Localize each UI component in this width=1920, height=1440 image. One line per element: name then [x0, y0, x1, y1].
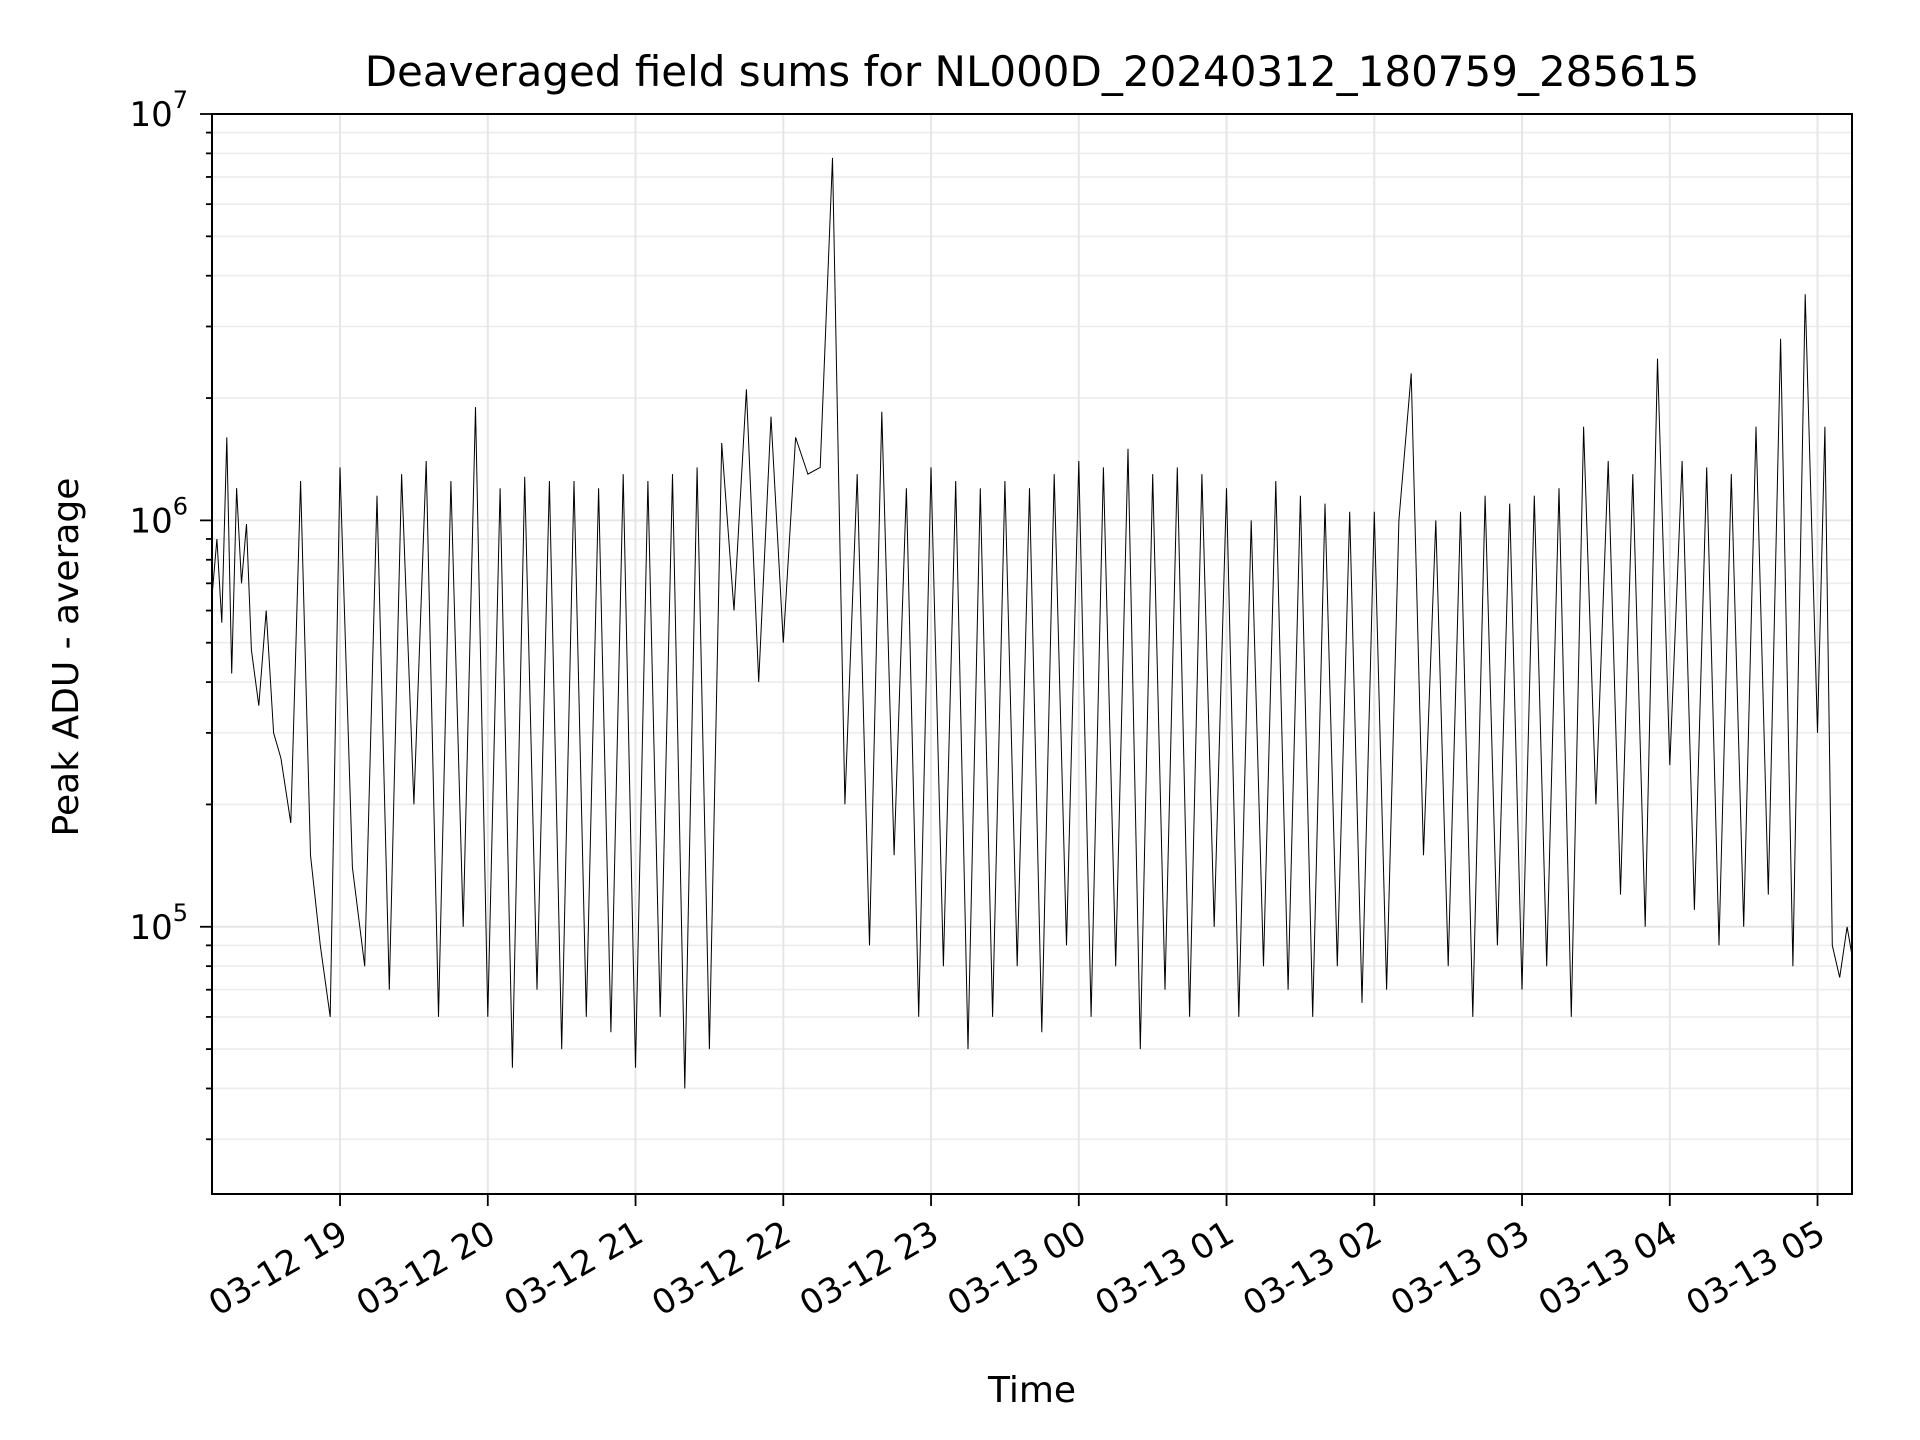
grid-lines: [212, 113, 1852, 1194]
x-tick-label: 03-12 19: [202, 1213, 354, 1324]
x-axis-label: Time: [987, 1370, 1076, 1411]
x-tick-label: 03-12 20: [350, 1213, 502, 1324]
x-tick-label: 03-12 21: [498, 1213, 650, 1324]
x-tick-label: 03-13 02: [1236, 1213, 1388, 1324]
y-tick-label: 107: [129, 86, 188, 135]
y-tick-label: 106: [129, 492, 188, 541]
x-tick-label: 03-12 23: [793, 1213, 945, 1324]
y-axis-label: Peak ADU - average: [46, 478, 87, 837]
x-tick-label: 03-13 03: [1384, 1213, 1536, 1324]
x-tick-label: 03-13 01: [1089, 1213, 1241, 1324]
series-line: [211, 157, 1853, 1089]
x-tick-label: 03-12 22: [645, 1213, 797, 1324]
x-tick-label: 03-13 05: [1680, 1213, 1832, 1324]
series-layer: [211, 157, 1853, 1089]
y-tick-label: 105: [129, 899, 188, 948]
plot-frame: [211, 113, 1853, 1195]
chart-title: Deaveraged field sums for NL000D_2024031…: [365, 47, 1700, 96]
x-tick-label: 03-13 04: [1532, 1213, 1684, 1324]
x-tick-label: 03-13 00: [941, 1213, 1093, 1324]
